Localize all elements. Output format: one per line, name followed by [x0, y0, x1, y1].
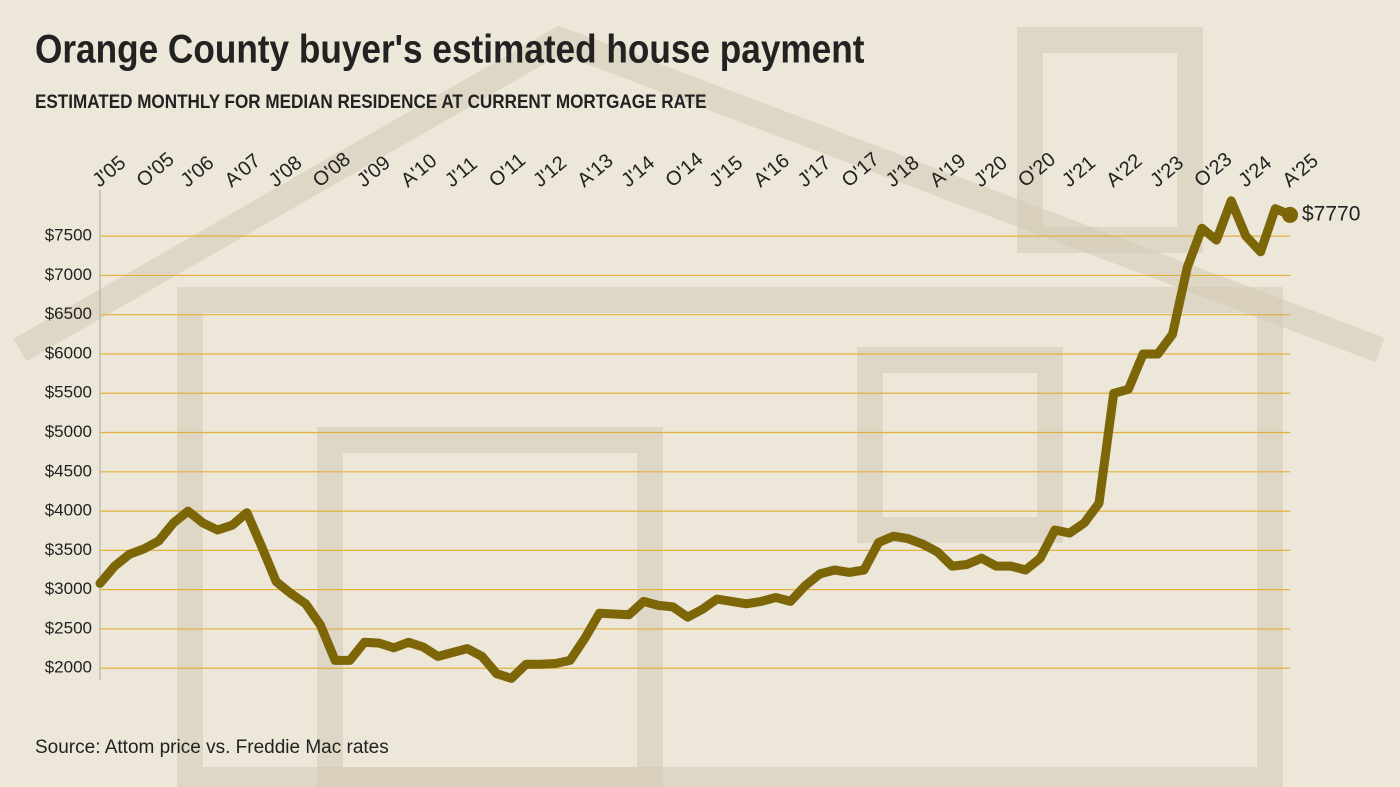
- y-tick-label: $5500: [45, 383, 92, 402]
- y-tick-label: $2500: [45, 618, 92, 637]
- data-line: [95, 196, 1295, 683]
- y-tick-label: $7000: [45, 265, 92, 284]
- y-tick-label: $6000: [45, 343, 92, 362]
- y-tick-label: $4500: [45, 461, 92, 480]
- end-point: [1282, 206, 1298, 223]
- y-tick-label: $3000: [45, 579, 92, 598]
- chart-title: Orange County buyer's estimated house pa…: [35, 26, 865, 71]
- y-tick-label: $7500: [45, 226, 92, 245]
- house-backdrop: [13, 25, 1385, 787]
- y-tick-label: $3500: [45, 540, 92, 559]
- y-tick-label: $6500: [45, 304, 92, 323]
- source-note: Source: Attom price vs. Freddie Mac rate…: [35, 737, 389, 758]
- y-tick-label: $2000: [45, 658, 92, 677]
- y-tick-label: $4000: [45, 501, 92, 520]
- y-tick-label: $5000: [45, 422, 92, 441]
- chart-subtitle: ESTIMATED MONTHLY FOR MEDIAN RESIDENCE A…: [35, 91, 707, 112]
- value-label: $7770: [1302, 202, 1360, 225]
